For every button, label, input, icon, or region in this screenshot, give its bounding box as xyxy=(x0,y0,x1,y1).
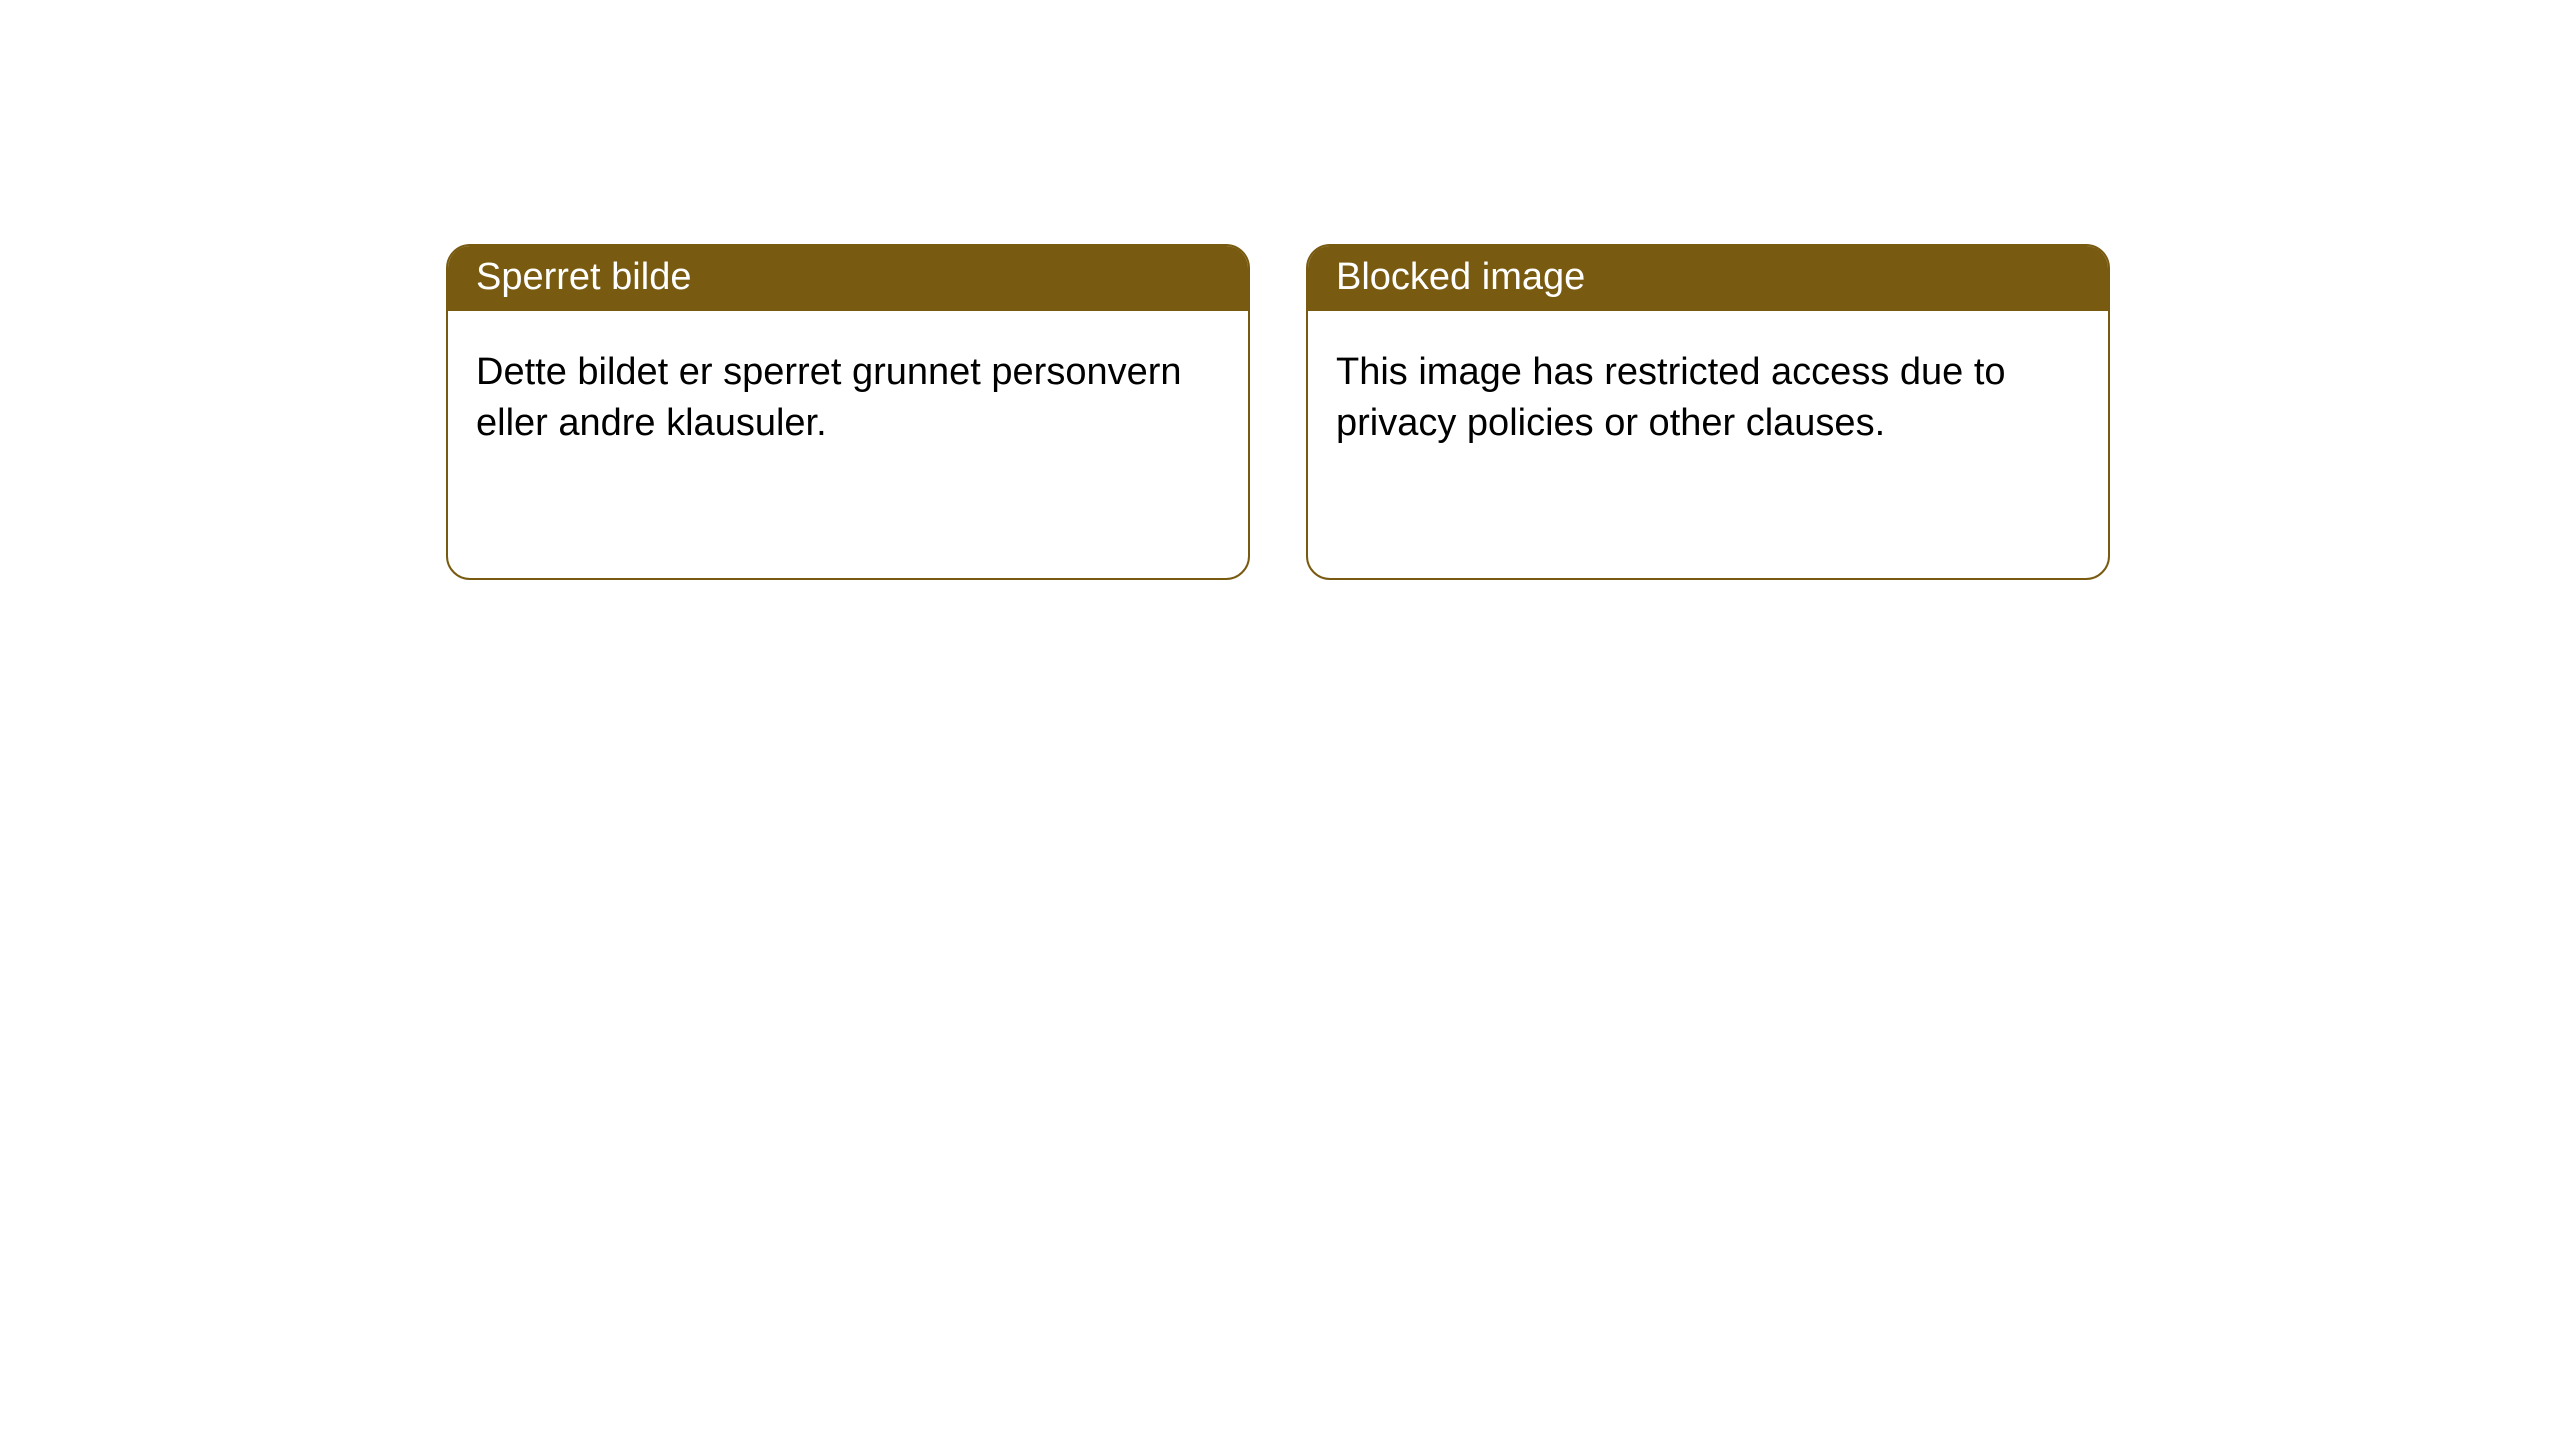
card-text-english: This image has restricted access due to … xyxy=(1336,351,2006,444)
card-norwegian: Sperret bilde Dette bildet er sperret gr… xyxy=(446,244,1250,580)
card-body-norwegian: Dette bildet er sperret grunnet personve… xyxy=(448,311,1248,486)
card-title-norwegian: Sperret bilde xyxy=(476,256,691,298)
card-english: Blocked image This image has restricted … xyxy=(1306,244,2110,580)
card-title-english: Blocked image xyxy=(1336,256,1585,298)
card-header-english: Blocked image xyxy=(1308,246,2108,311)
card-header-norwegian: Sperret bilde xyxy=(448,246,1248,311)
card-text-norwegian: Dette bildet er sperret grunnet personve… xyxy=(476,351,1182,444)
card-body-english: This image has restricted access due to … xyxy=(1308,311,2108,486)
cards-container: Sperret bilde Dette bildet er sperret gr… xyxy=(0,0,2560,580)
